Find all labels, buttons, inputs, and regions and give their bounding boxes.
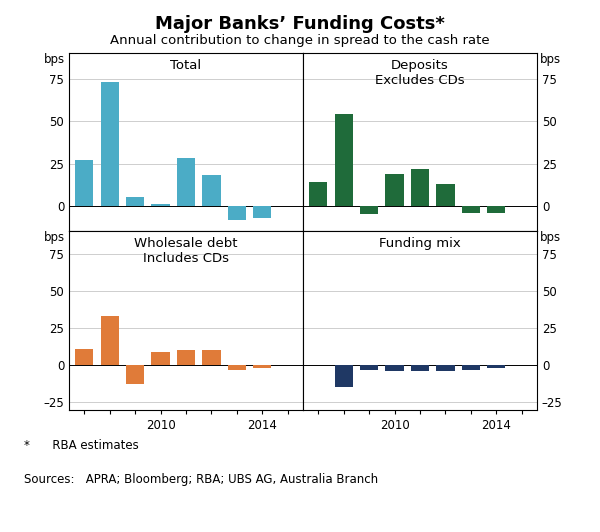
Bar [309,182,328,206]
Bar [101,82,119,206]
Bar [335,114,353,206]
Bar [101,316,119,365]
Text: Annual contribution to change in spread to the cash rate: Annual contribution to change in spread … [110,34,490,47]
Bar [177,159,195,206]
Bar [462,365,480,370]
Bar [228,206,246,220]
Bar [202,350,221,365]
Bar [151,204,170,206]
Text: Total: Total [170,59,202,71]
Bar [462,206,480,213]
Text: Wholesale debt
Includes CDs: Wholesale debt Includes CDs [134,237,238,265]
Text: Funding mix: Funding mix [379,237,461,250]
Bar [360,365,378,370]
Text: Major Banks’ Funding Costs*: Major Banks’ Funding Costs* [155,15,445,33]
Bar [411,169,429,206]
Bar [202,176,221,206]
Bar [75,160,94,206]
Bar [253,365,271,368]
Bar [335,365,353,387]
Bar [411,365,429,371]
Bar [385,365,404,371]
Bar [151,352,170,365]
Text: *      RBA estimates: * RBA estimates [24,439,139,452]
Bar [487,206,505,213]
Text: Deposits
Excludes CDs: Deposits Excludes CDs [375,59,465,87]
Bar [75,349,94,365]
Bar [126,365,144,385]
Bar [385,174,404,206]
Bar [360,206,378,214]
Bar [177,350,195,365]
Text: bps: bps [44,231,65,244]
Bar [253,206,271,218]
Text: bps: bps [540,231,561,244]
Bar [126,197,144,206]
Text: bps: bps [44,53,65,66]
Text: bps: bps [540,53,561,66]
Bar [228,365,246,370]
Text: Sources:   APRA; Bloomberg; RBA; UBS AG, Australia Branch: Sources: APRA; Bloomberg; RBA; UBS AG, A… [24,473,378,486]
Bar [487,365,505,368]
Bar [436,365,455,371]
Bar [436,184,455,206]
